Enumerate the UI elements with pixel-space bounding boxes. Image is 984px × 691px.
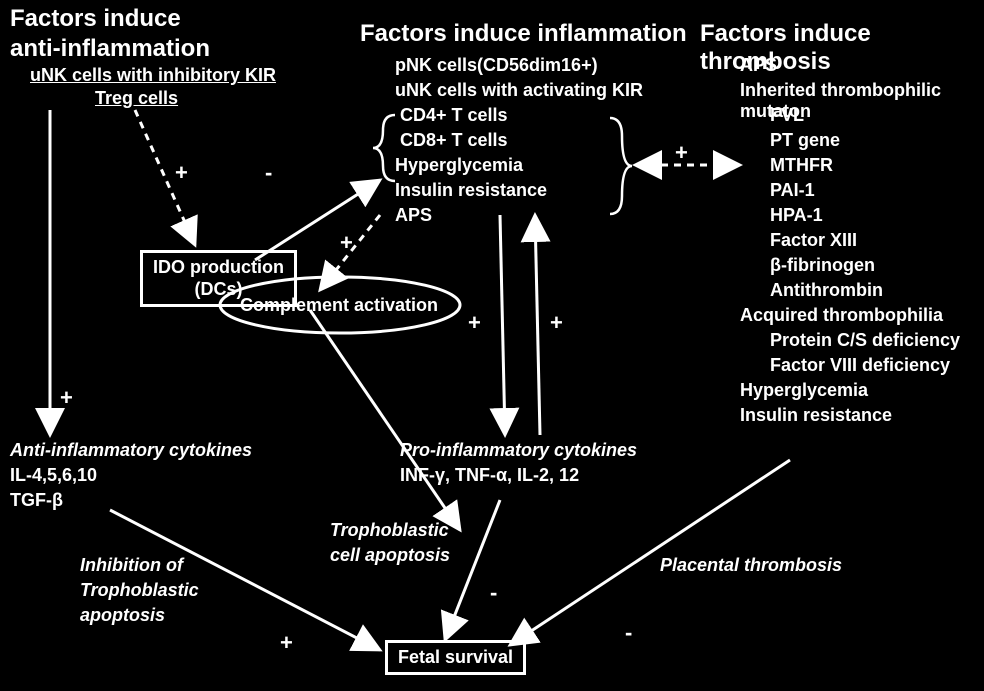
throm-item-pai: PAI-1	[770, 180, 815, 201]
throm-item-fxiii: Factor XIII	[770, 230, 857, 251]
node-inh-3: apoptosis	[80, 605, 165, 626]
sign-minus-3: -	[625, 620, 632, 646]
node-complement: Complement activation	[240, 295, 438, 316]
node-troph-2: cell apoptosis	[330, 545, 450, 566]
anti-item-treg: Treg cells	[95, 88, 178, 109]
node-ido-l1: IDO production	[153, 257, 284, 279]
infl-item-hyper: Hyperglycemia	[395, 155, 523, 176]
sign-plus-1: +	[60, 385, 73, 411]
throm-item-at: Antithrombin	[770, 280, 883, 301]
heading-anti-2: anti-inflammation	[10, 35, 210, 63]
sign-plus-6: +	[675, 140, 688, 166]
infl-item-cd8: CD8+ T cells	[400, 130, 508, 151]
infl-item-insulin: Insulin resistance	[395, 180, 547, 201]
node-anticyt-2: TGF-β	[10, 490, 63, 511]
sign-plus-5: +	[550, 310, 563, 336]
heading-anti-1: Factors induce	[10, 5, 181, 33]
node-inh-2: Trophoblastic	[80, 580, 199, 601]
node-procyt-heading: Pro-inflammatory cytokines	[400, 440, 637, 461]
throm-item-hyper: Hyperglycemia	[740, 380, 868, 401]
sign-plus-3: +	[340, 230, 353, 256]
throm-item-protcs: Protein C/S deficiency	[770, 330, 960, 351]
heading-inflammation: Factors induce inflammation	[360, 20, 687, 48]
sign-plus-2: +	[175, 160, 188, 186]
infl-item-unk: uNK cells with activating KIR	[395, 80, 643, 101]
throm-item-pt: PT gene	[770, 130, 840, 151]
node-inh-1: Inhibition of	[80, 555, 183, 576]
infl-item-cd4: CD4+ T cells	[400, 105, 508, 126]
anti-item-unk: uNK cells with inhibitory KIR	[30, 65, 276, 86]
node-anticyt-heading: Anti-inflammatory cytokines	[10, 440, 252, 461]
node-procyt-1: INF-γ, TNF-α, IL-2, 12	[400, 465, 579, 486]
infl-item-pnk: pNK cells(CD56dim16+)	[395, 55, 598, 76]
sign-minus-1: -	[265, 160, 272, 186]
throm-item-fvl: FVL	[770, 105, 804, 126]
throm-item-acquired: Acquired thrombophilia	[740, 305, 943, 326]
throm-item-mthfr: MTHFR	[770, 155, 833, 176]
throm-item-insulin: Insulin resistance	[740, 405, 892, 426]
sign-plus-4: +	[468, 310, 481, 336]
node-placental: Placental thrombosis	[660, 555, 842, 576]
throm-item-hpa: HPA-1	[770, 205, 823, 226]
sign-plus-7: +	[280, 630, 293, 656]
sign-minus-2: -	[490, 580, 497, 606]
infl-item-aps: APS	[395, 205, 432, 226]
throm-item-bfib: β-fibrinogen	[770, 255, 875, 276]
node-fetal-box: Fetal survival	[385, 640, 526, 675]
throm-item-fviii: Factor VIII deficiency	[770, 355, 950, 376]
node-troph-1: Trophoblastic	[330, 520, 449, 541]
throm-item-aps: APS	[740, 55, 777, 76]
node-anticyt-1: IL-4,5,6,10	[10, 465, 97, 486]
